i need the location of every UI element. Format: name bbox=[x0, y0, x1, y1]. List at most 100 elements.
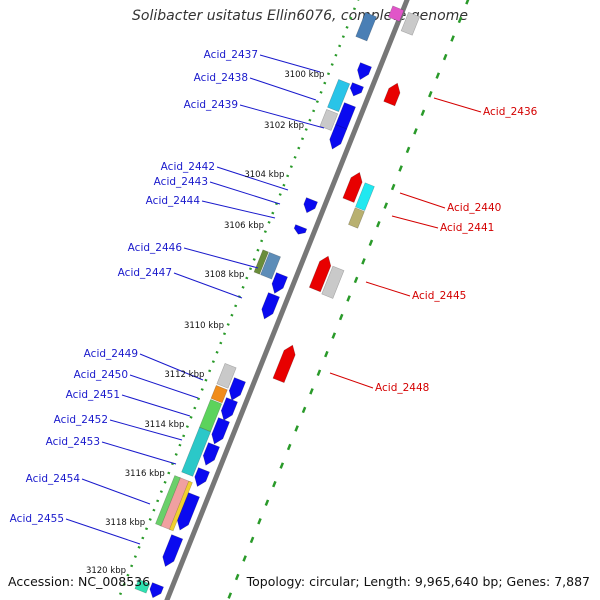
gene-label: Acid_2449 bbox=[84, 348, 138, 360]
label-leader-line bbox=[109, 419, 183, 441]
gene-block bbox=[319, 108, 339, 131]
tick-track-outer bbox=[226, 0, 470, 600]
kbp-tick-label: 3106 kbp bbox=[224, 221, 264, 231]
gene-label: Acid_2439 bbox=[184, 99, 238, 111]
gene-block-shape bbox=[319, 108, 339, 131]
gene-block-shape bbox=[321, 265, 345, 299]
gene-block bbox=[348, 207, 365, 229]
forward-gene-arrow-shape bbox=[176, 492, 200, 531]
forward-gene-arrow-shape bbox=[329, 124, 348, 150]
gene-label: Acid_2453 bbox=[46, 436, 100, 448]
label-leader-line bbox=[201, 200, 276, 219]
gene-block bbox=[134, 578, 151, 594]
reverse-gene-arrow bbox=[383, 82, 401, 107]
reverse-gene-arrow-shape bbox=[342, 171, 363, 203]
label-leader-line bbox=[121, 394, 191, 417]
forward-gene-arrow-shape bbox=[149, 582, 164, 599]
gene-label: Acid_2455 bbox=[10, 513, 64, 525]
forward-gene-arrow bbox=[149, 582, 164, 599]
reverse-gene-arrow-shape bbox=[308, 255, 332, 293]
label-leader-line bbox=[101, 441, 177, 465]
forward-gene-arrow bbox=[303, 197, 318, 214]
forward-gene-arrow-shape bbox=[261, 292, 280, 320]
gene-block-shape bbox=[260, 251, 281, 280]
label-leader-line bbox=[81, 478, 151, 505]
kbp-tick-label: 3110 kbp bbox=[184, 321, 224, 331]
gene-label: Acid_2441 bbox=[440, 222, 494, 234]
gene-block-shape bbox=[400, 11, 421, 36]
label-leader-line bbox=[239, 104, 325, 129]
kbp-tick-label: 3114 kbp bbox=[144, 420, 184, 430]
gene-block bbox=[400, 11, 421, 36]
backbone-line bbox=[164, 0, 410, 600]
gene-features bbox=[134, 5, 421, 599]
reverse-gene-arrow bbox=[308, 255, 332, 293]
kbp-tick-label: 3118 kbp bbox=[105, 518, 145, 528]
kbp-tick-label: 3116 kbp bbox=[125, 469, 165, 479]
gene-label: Acid_2443 bbox=[154, 176, 208, 188]
gene-label: Acid_2438 bbox=[194, 72, 248, 84]
gene-block-shape bbox=[387, 5, 405, 22]
kbp-tick-label: 3112 kbp bbox=[164, 370, 204, 380]
forward-gene-arrow bbox=[211, 417, 230, 445]
forward-gene-arrow-shape bbox=[194, 467, 210, 487]
gene-label: Acid_2454 bbox=[26, 473, 81, 485]
gene-block bbox=[327, 78, 351, 113]
label-leader-line bbox=[329, 372, 374, 389]
gene-label: Acid_2450 bbox=[74, 369, 128, 381]
gene-block-shape bbox=[355, 182, 375, 212]
gene-label: Acid_2437 bbox=[204, 49, 258, 61]
topology-text: Topology: circular; Length: 9,965,640 bp… bbox=[246, 574, 590, 589]
label-leader-line bbox=[259, 54, 321, 73]
kbp-tick-label: 3120 kbp bbox=[86, 566, 126, 576]
gene-block bbox=[216, 362, 237, 389]
gene-block bbox=[169, 480, 193, 532]
label-leader-line bbox=[173, 272, 243, 299]
gene-label: Acid_2447 bbox=[118, 267, 172, 279]
label-leader-line bbox=[399, 192, 446, 209]
forward-gene-arrow bbox=[261, 292, 280, 320]
forward-gene-arrow bbox=[194, 467, 210, 487]
gene-block bbox=[355, 11, 377, 42]
genome-title: Solibacter usitatus Ellin6076, complete … bbox=[132, 8, 468, 24]
label-leader-line bbox=[249, 77, 317, 101]
forward-gene-arrow-shape bbox=[211, 417, 230, 445]
kbp-tick-label: 3100 kbp bbox=[284, 70, 324, 80]
label-leader-line bbox=[433, 97, 482, 113]
gene-block-shape bbox=[181, 426, 211, 477]
forward-gene-arrow bbox=[162, 534, 184, 567]
label-leader-line bbox=[129, 374, 199, 399]
gene-block bbox=[181, 426, 211, 477]
gene-label: Acid_2451 bbox=[66, 389, 120, 401]
reverse-gene-arrow-shape bbox=[272, 344, 296, 384]
gene-block-shape bbox=[355, 11, 377, 42]
gene-label: Acid_2448 bbox=[375, 382, 429, 394]
label-leader-line bbox=[139, 353, 204, 381]
gene-label: Acid_2436 bbox=[483, 106, 538, 118]
gene-block-shape bbox=[134, 578, 151, 594]
forward-gene-arrow-shape bbox=[303, 197, 318, 214]
reverse-gene-arrow-shape bbox=[383, 82, 401, 107]
forward-gene-arrow bbox=[176, 492, 200, 531]
gene-block-shape bbox=[199, 398, 223, 433]
forward-gene-arrow bbox=[349, 82, 364, 97]
gene-block-shape bbox=[169, 480, 193, 532]
label-leader-line bbox=[391, 215, 439, 229]
gene-block-shape bbox=[327, 78, 351, 113]
forward-gene-arrow bbox=[329, 124, 348, 150]
reverse-gene-arrow bbox=[342, 171, 363, 203]
gene-block bbox=[355, 182, 375, 212]
gene-block-shape bbox=[216, 362, 237, 389]
kbp-tick-label: 3104 kbp bbox=[244, 170, 284, 180]
gene-block-shape bbox=[155, 475, 181, 527]
label-leaders bbox=[65, 54, 482, 545]
gene-block bbox=[387, 5, 405, 22]
label-leader-line bbox=[183, 247, 259, 269]
forward-gene-arrow-shape bbox=[271, 272, 288, 294]
gene-block bbox=[155, 475, 181, 527]
gene-label: Acid_2446 bbox=[128, 242, 183, 254]
gene-block bbox=[210, 384, 228, 404]
forward-gene-arrow bbox=[357, 62, 372, 81]
kbp-tick-label: 3102 kbp bbox=[264, 121, 304, 131]
